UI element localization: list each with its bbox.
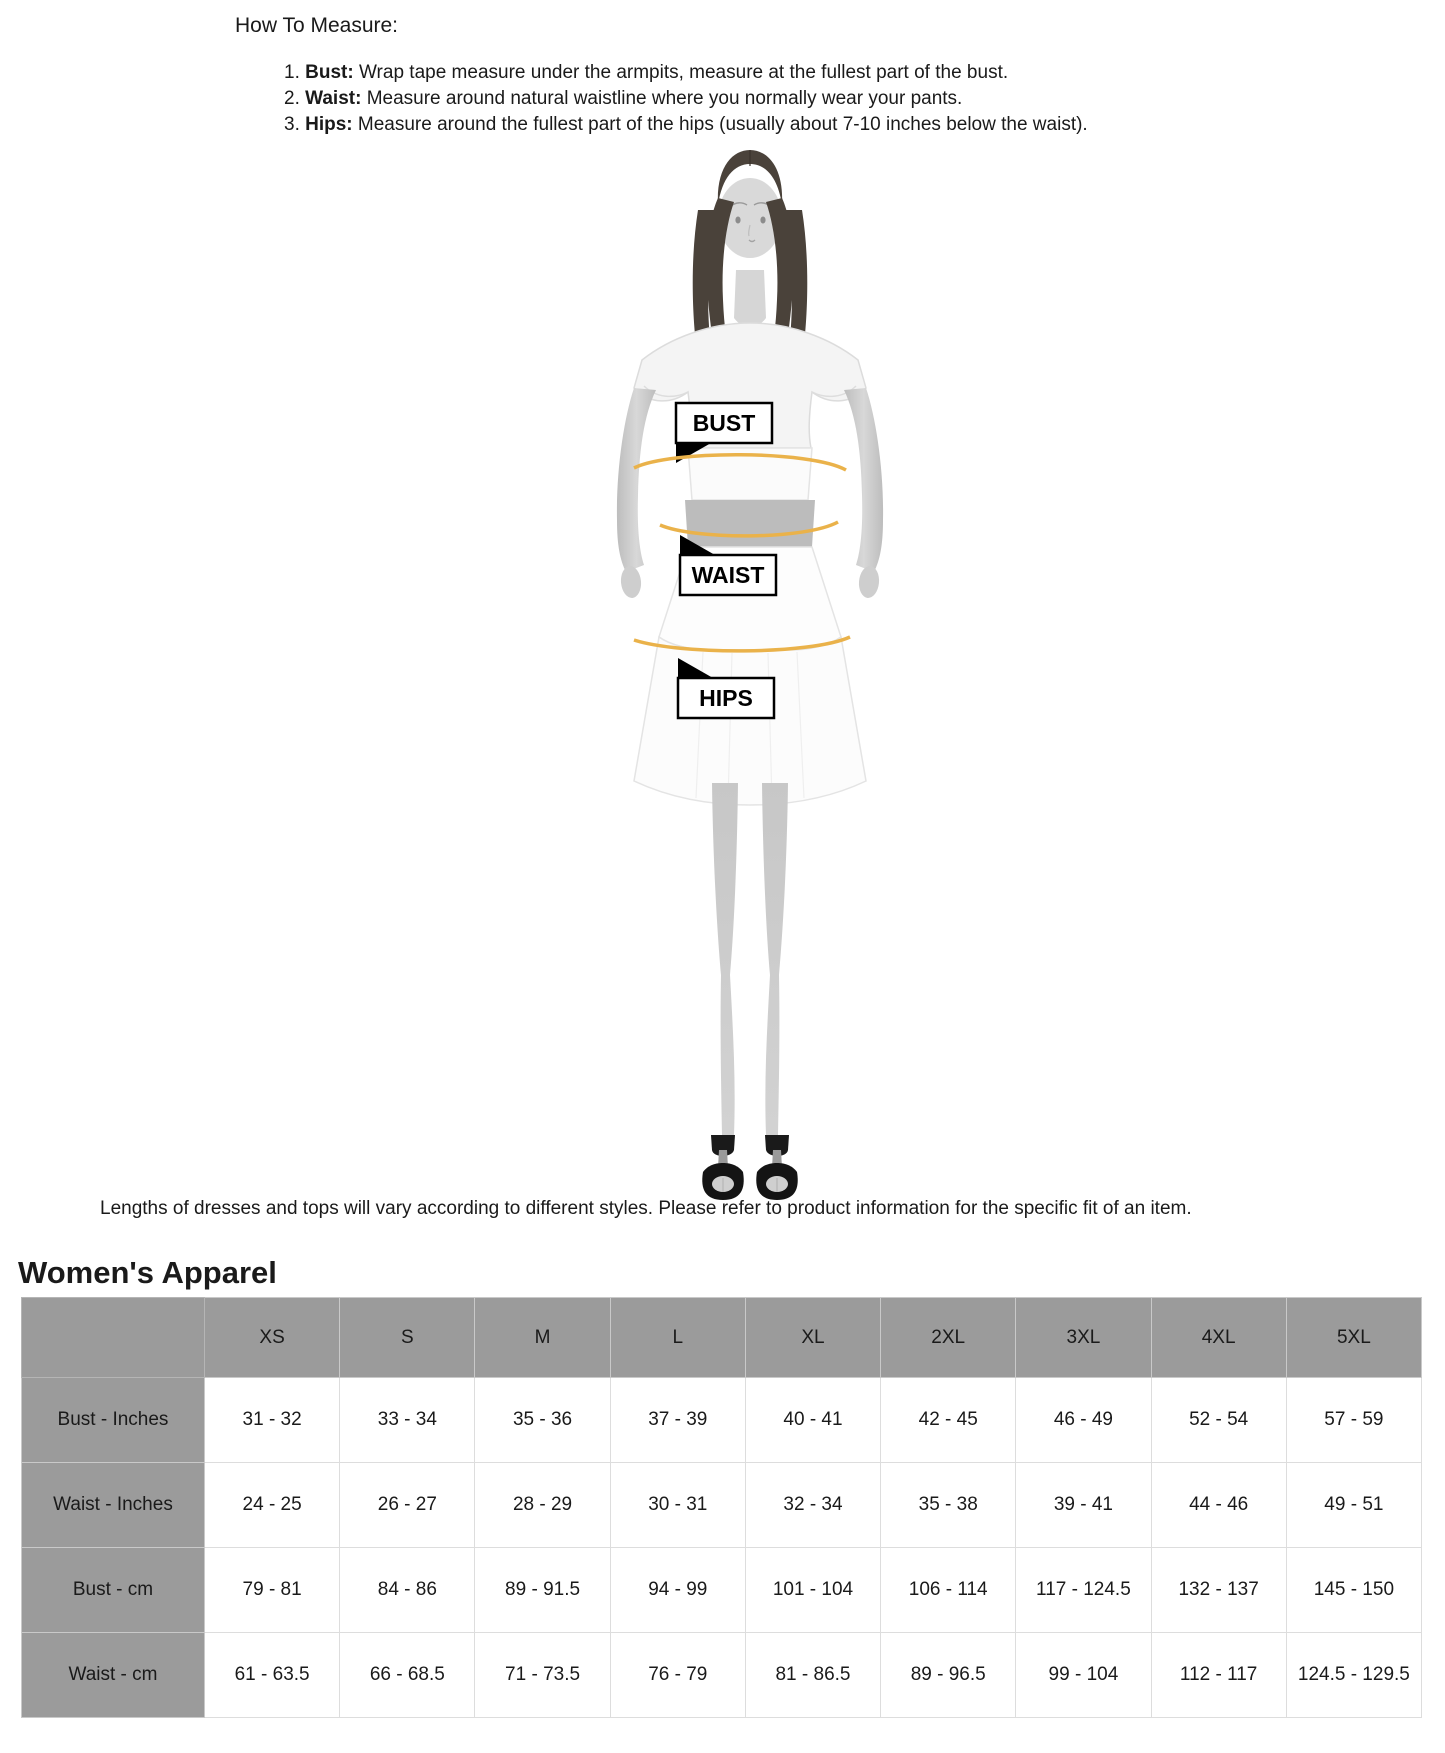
svg-text:BUST: BUST (693, 410, 756, 436)
svg-text:WAIST: WAIST (692, 562, 765, 588)
svg-text:HIPS: HIPS (699, 685, 753, 711)
